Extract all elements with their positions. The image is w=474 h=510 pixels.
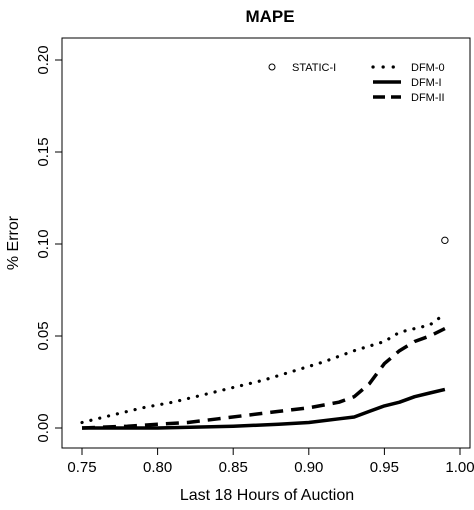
y-tick-label: 0.10 [35, 229, 52, 258]
series-static-i-point [441, 236, 449, 245]
y-tick-label: 0.15 [35, 137, 52, 166]
legend-entry-dfm-i: DFM-I [373, 77, 442, 89]
x-tick-label: 0.80 [143, 459, 172, 476]
legend-marker [268, 63, 276, 71]
x-tick-label: 0.95 [370, 459, 399, 476]
x-tick-label: 0.75 [67, 459, 96, 476]
plot-frame [61, 37, 471, 449]
legend-label: DFM-II [411, 92, 445, 104]
y-tick-label: 0.20 [35, 45, 52, 74]
legend-label: STATIC-I [292, 62, 336, 74]
y-axis-label: % Error [5, 215, 22, 270]
legend-label: DFM-I [411, 77, 442, 89]
y-tick-label: 0.00 [35, 413, 52, 442]
legend-label: DFM-0 [411, 62, 445, 74]
series-dfm-ii-line [81, 327, 446, 430]
legend-entry-dfm-ii: DFM-II [373, 92, 445, 104]
series-layer [80, 236, 449, 430]
y-axis: 0.00 0.05 0.10 0.15 0.20 [35, 45, 62, 443]
chart-title: MAPE [245, 7, 294, 26]
series-dfm-0-line [80, 312, 447, 425]
x-tick-label: 0.85 [219, 459, 248, 476]
x-tick-label: 1.00 [445, 459, 474, 476]
x-tick-label: 0.90 [294, 459, 323, 476]
y-tick-label: 0.05 [35, 321, 52, 350]
series-dfm-i-line [82, 387, 446, 430]
legend-entry-dfm-0: DFM-0 [371, 62, 445, 74]
x-axis-label: Last 18 Hours of Auction [180, 487, 354, 504]
legend: STATIC-I DFM-0 DFM-I DFM-II [268, 62, 445, 104]
legend-entry-static-i: STATIC-I [268, 62, 336, 74]
x-axis: 0.75 0.80 0.85 0.90 0.95 1.00 [67, 448, 474, 476]
